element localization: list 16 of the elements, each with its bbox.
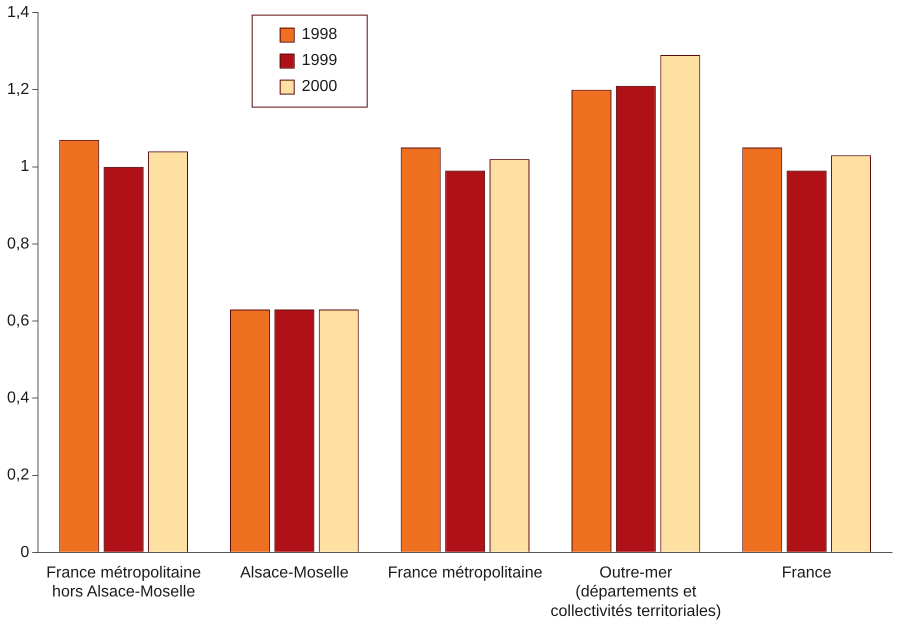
x-tick-label: Alsace-Moselle (240, 564, 349, 582)
x-tick-label: Outre-mer (départements et collectivités territoriales) (550, 564, 722, 620)
y-tick-label: 1 (20, 158, 30, 176)
y-tick-label: 0,6 (6, 312, 30, 330)
y-tick-label: 0,2 (6, 466, 30, 484)
y-tick-label: 0,8 (6, 235, 30, 252)
legend-label: 2000 (302, 78, 338, 96)
x-tick-label: France métropolitaine hors Alsace-Moselle (46, 564, 202, 601)
x-tick-label: France (782, 564, 832, 582)
legend-label: 1999 (302, 52, 338, 70)
y-tick-label: 1,4 (6, 4, 30, 22)
y-tick-label: 0 (20, 544, 30, 561)
y-tick-label: 0,4 (6, 390, 30, 407)
x-tick-label: France métropolitaine (388, 564, 543, 582)
legend-label: 1998 (302, 26, 338, 44)
y-tick-label: 1,2 (6, 81, 30, 98)
